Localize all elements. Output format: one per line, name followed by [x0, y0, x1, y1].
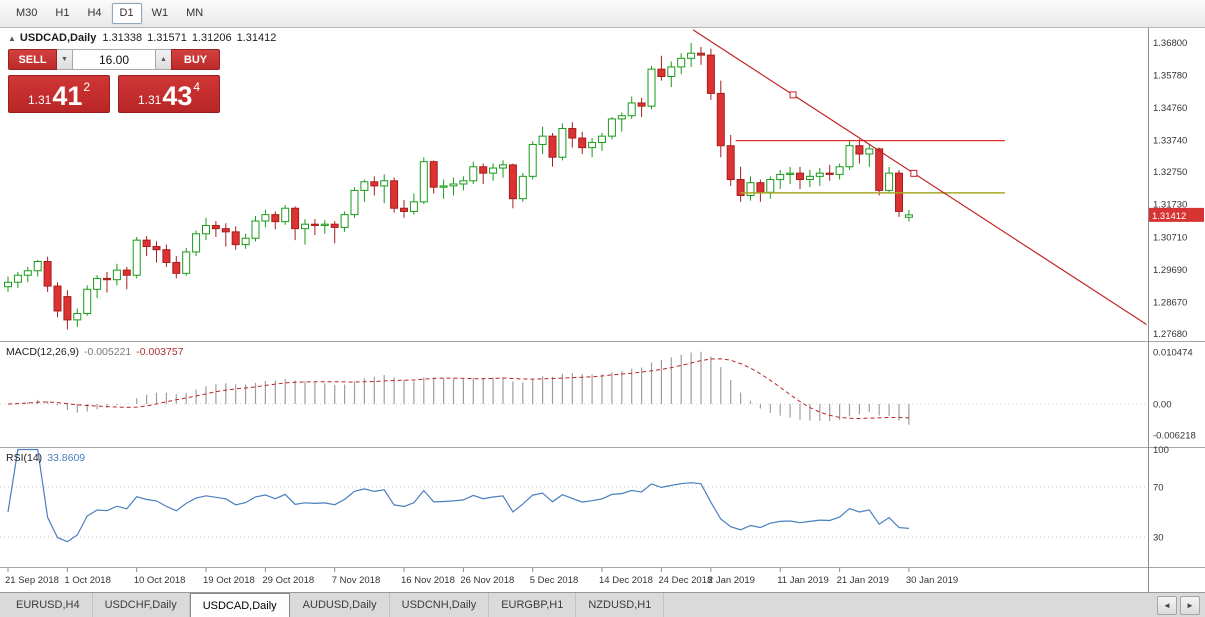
svg-text:70: 70	[1153, 483, 1164, 494]
rsi-name: RSI(14)	[6, 452, 43, 464]
timeframe-h4-button[interactable]: H4	[87, 7, 102, 19]
svg-text:0.010474: 0.010474	[1153, 347, 1193, 358]
chart-tabs: EURUSD,H4 USDCHF,Daily USDCAD,Daily AUDUSD,…	[0, 593, 665, 617]
chart-tab-eurusd-h4[interactable]: EURUSD,H4	[4, 593, 93, 617]
svg-text:100: 100	[1153, 445, 1169, 456]
tab-scroll-left-icon[interactable]: ◄	[1157, 596, 1177, 615]
volume-increase-button[interactable]: ▲	[156, 49, 171, 70]
svg-text:1.35780: 1.35780	[1153, 71, 1187, 82]
tab-scroll-right-icon[interactable]: ►	[1180, 596, 1200, 615]
chart-tab-usdcnh-daily[interactable]: USDCNH,Daily	[389, 593, 490, 617]
ask-pip-digit: 4	[193, 80, 201, 94]
chart-tab-bar: EURUSD,H4 USDCHF,Daily USDCAD,Daily AUDUSD,…	[0, 592, 1205, 617]
buy-button[interactable]: BUY	[171, 49, 220, 70]
svg-text:11 Jan 2019: 11 Jan 2019	[777, 575, 829, 586]
svg-text:1.31412: 1.31412	[1152, 211, 1186, 222]
svg-text:2 Jan 2019: 2 Jan 2019	[708, 575, 755, 586]
timeframe-m30-button[interactable]: M30	[16, 7, 38, 19]
bid-quote-button[interactable]: 1.31 41 2	[8, 75, 110, 113]
volume-decrease-button[interactable]: ▼	[57, 49, 72, 70]
open-value: 1.31338	[102, 32, 143, 44]
current-price-badge: 1.31412	[1149, 207, 1204, 222]
rsi-value: 33.8609	[47, 452, 86, 464]
svg-text:1.29690: 1.29690	[1153, 265, 1187, 276]
trendline-handles	[789, 91, 918, 177]
volume-input[interactable]: 16.00	[72, 49, 156, 70]
macd-main-value: -0.005221	[83, 346, 132, 358]
ask-big-digits: 43	[162, 81, 193, 111]
low-value: 1.31206	[191, 32, 232, 44]
svg-text:-0.006218: -0.006218	[1153, 430, 1196, 441]
one-click-trading-panel: SELL ▼ 16.00 ▲ BUY 1.31 41 2 1.31 43 4	[8, 49, 220, 113]
macd-axis: 0.010474 0.00 -0.006218	[1153, 347, 1196, 441]
svg-text:0.00: 0.00	[1153, 400, 1172, 411]
chart-title: ▲ USDCAD,Daily 1.31338 1.31571 1.31206 1.3141…	[8, 32, 281, 44]
svg-text:1.34760: 1.34760	[1153, 103, 1187, 114]
sell-button[interactable]: SELL	[8, 49, 57, 70]
price-axis: 1.36800 1.35780 1.34760 1.33740 1.32750 1.317…	[1153, 38, 1187, 340]
timeframe-toolbar: M30 H1 H4 D1 W1 MN	[0, 0, 1205, 28]
svg-text:21 Sep 2018: 21 Sep 2018	[5, 575, 59, 586]
bid-prefix: 1.31	[27, 93, 52, 107]
svg-text:1.27680: 1.27680	[1153, 329, 1187, 340]
macd-indicator-label: MACD(12,26,9) -0.005221 -0.003757	[6, 346, 184, 358]
svg-text:30: 30	[1153, 533, 1164, 544]
svg-text:1 Oct 2018: 1 Oct 2018	[64, 575, 110, 586]
svg-text:1.32750: 1.32750	[1153, 167, 1187, 178]
symbol-label: USDCAD,Daily	[19, 32, 97, 44]
svg-text:5 Dec 2018: 5 Dec 2018	[530, 575, 579, 586]
ask-quote-button[interactable]: 1.31 43 4	[118, 75, 220, 113]
svg-text:1.36800: 1.36800	[1153, 38, 1187, 49]
svg-text:30 Jan 2019: 30 Jan 2019	[906, 575, 958, 586]
bid-big-digits: 41	[52, 81, 83, 111]
bid-pip-digit: 2	[83, 80, 91, 94]
svg-text:19 Oct 2018: 19 Oct 2018	[203, 575, 255, 586]
collapse-trade-panel-icon[interactable]: ▲	[8, 34, 16, 43]
chart-tab-nzdusd-h1[interactable]: NZDUSD,H1	[576, 593, 665, 617]
macd-name: MACD(12,26,9)	[6, 346, 79, 358]
svg-text:1.28670: 1.28670	[1153, 297, 1187, 308]
svg-text:7 Nov 2018: 7 Nov 2018	[332, 575, 381, 586]
svg-text:14 Dec 2018: 14 Dec 2018	[599, 575, 653, 586]
chart-tab-usdcad-daily[interactable]: USDCAD,Daily	[189, 593, 290, 617]
macd-signal-line	[7, 358, 909, 420]
high-value: 1.31571	[147, 32, 187, 44]
trendline[interactable]	[692, 29, 1147, 325]
svg-text:10 Oct 2018: 10 Oct 2018	[134, 575, 186, 586]
svg-text:26 Nov 2018: 26 Nov 2018	[460, 575, 514, 586]
svg-text:24 Dec 2018: 24 Dec 2018	[658, 575, 712, 586]
svg-text:29 Oct 2018: 29 Oct 2018	[262, 575, 314, 586]
tab-scroll-buttons: ◄ ►	[1157, 596, 1200, 615]
close-value: 1.31412	[236, 32, 277, 44]
timeframe-d1-button[interactable]: D1	[111, 3, 142, 24]
ask-prefix: 1.31	[137, 93, 162, 107]
rsi-indicator-label: RSI(14) 33.8609	[6, 452, 85, 464]
chart-tab-eurgbp-h1[interactable]: EURGBP,H1	[489, 593, 577, 617]
chart-tab-audusd-daily[interactable]: AUDUSD,Daily	[290, 593, 390, 617]
timeframe-mn-button[interactable]: MN	[186, 7, 204, 19]
svg-text:1.33740: 1.33740	[1153, 136, 1187, 147]
timeframe-w1-button[interactable]: W1	[151, 7, 169, 19]
macd-histogram	[17, 351, 910, 425]
macd-signal-value: -0.003757	[136, 346, 184, 358]
indicator-gridlines	[0, 403, 1148, 538]
rsi-line	[7, 448, 909, 543]
svg-text:1.31730: 1.31730	[1153, 200, 1187, 211]
svg-text:16 Nov 2018: 16 Nov 2018	[401, 575, 455, 586]
chart-tab-usdchf-daily[interactable]: USDCHF,Daily	[92, 593, 190, 617]
date-axis: 21 Sep 2018 1 Oct 2018 10 Oct 2018 19 Oct 2…	[5, 567, 958, 586]
svg-text:21 Jan 2019: 21 Jan 2019	[837, 575, 889, 586]
timeframe-h1-button[interactable]: H1	[55, 7, 70, 19]
svg-text:1.30710: 1.30710	[1153, 232, 1187, 243]
rsi-axis: 100 70 30	[1153, 445, 1169, 544]
